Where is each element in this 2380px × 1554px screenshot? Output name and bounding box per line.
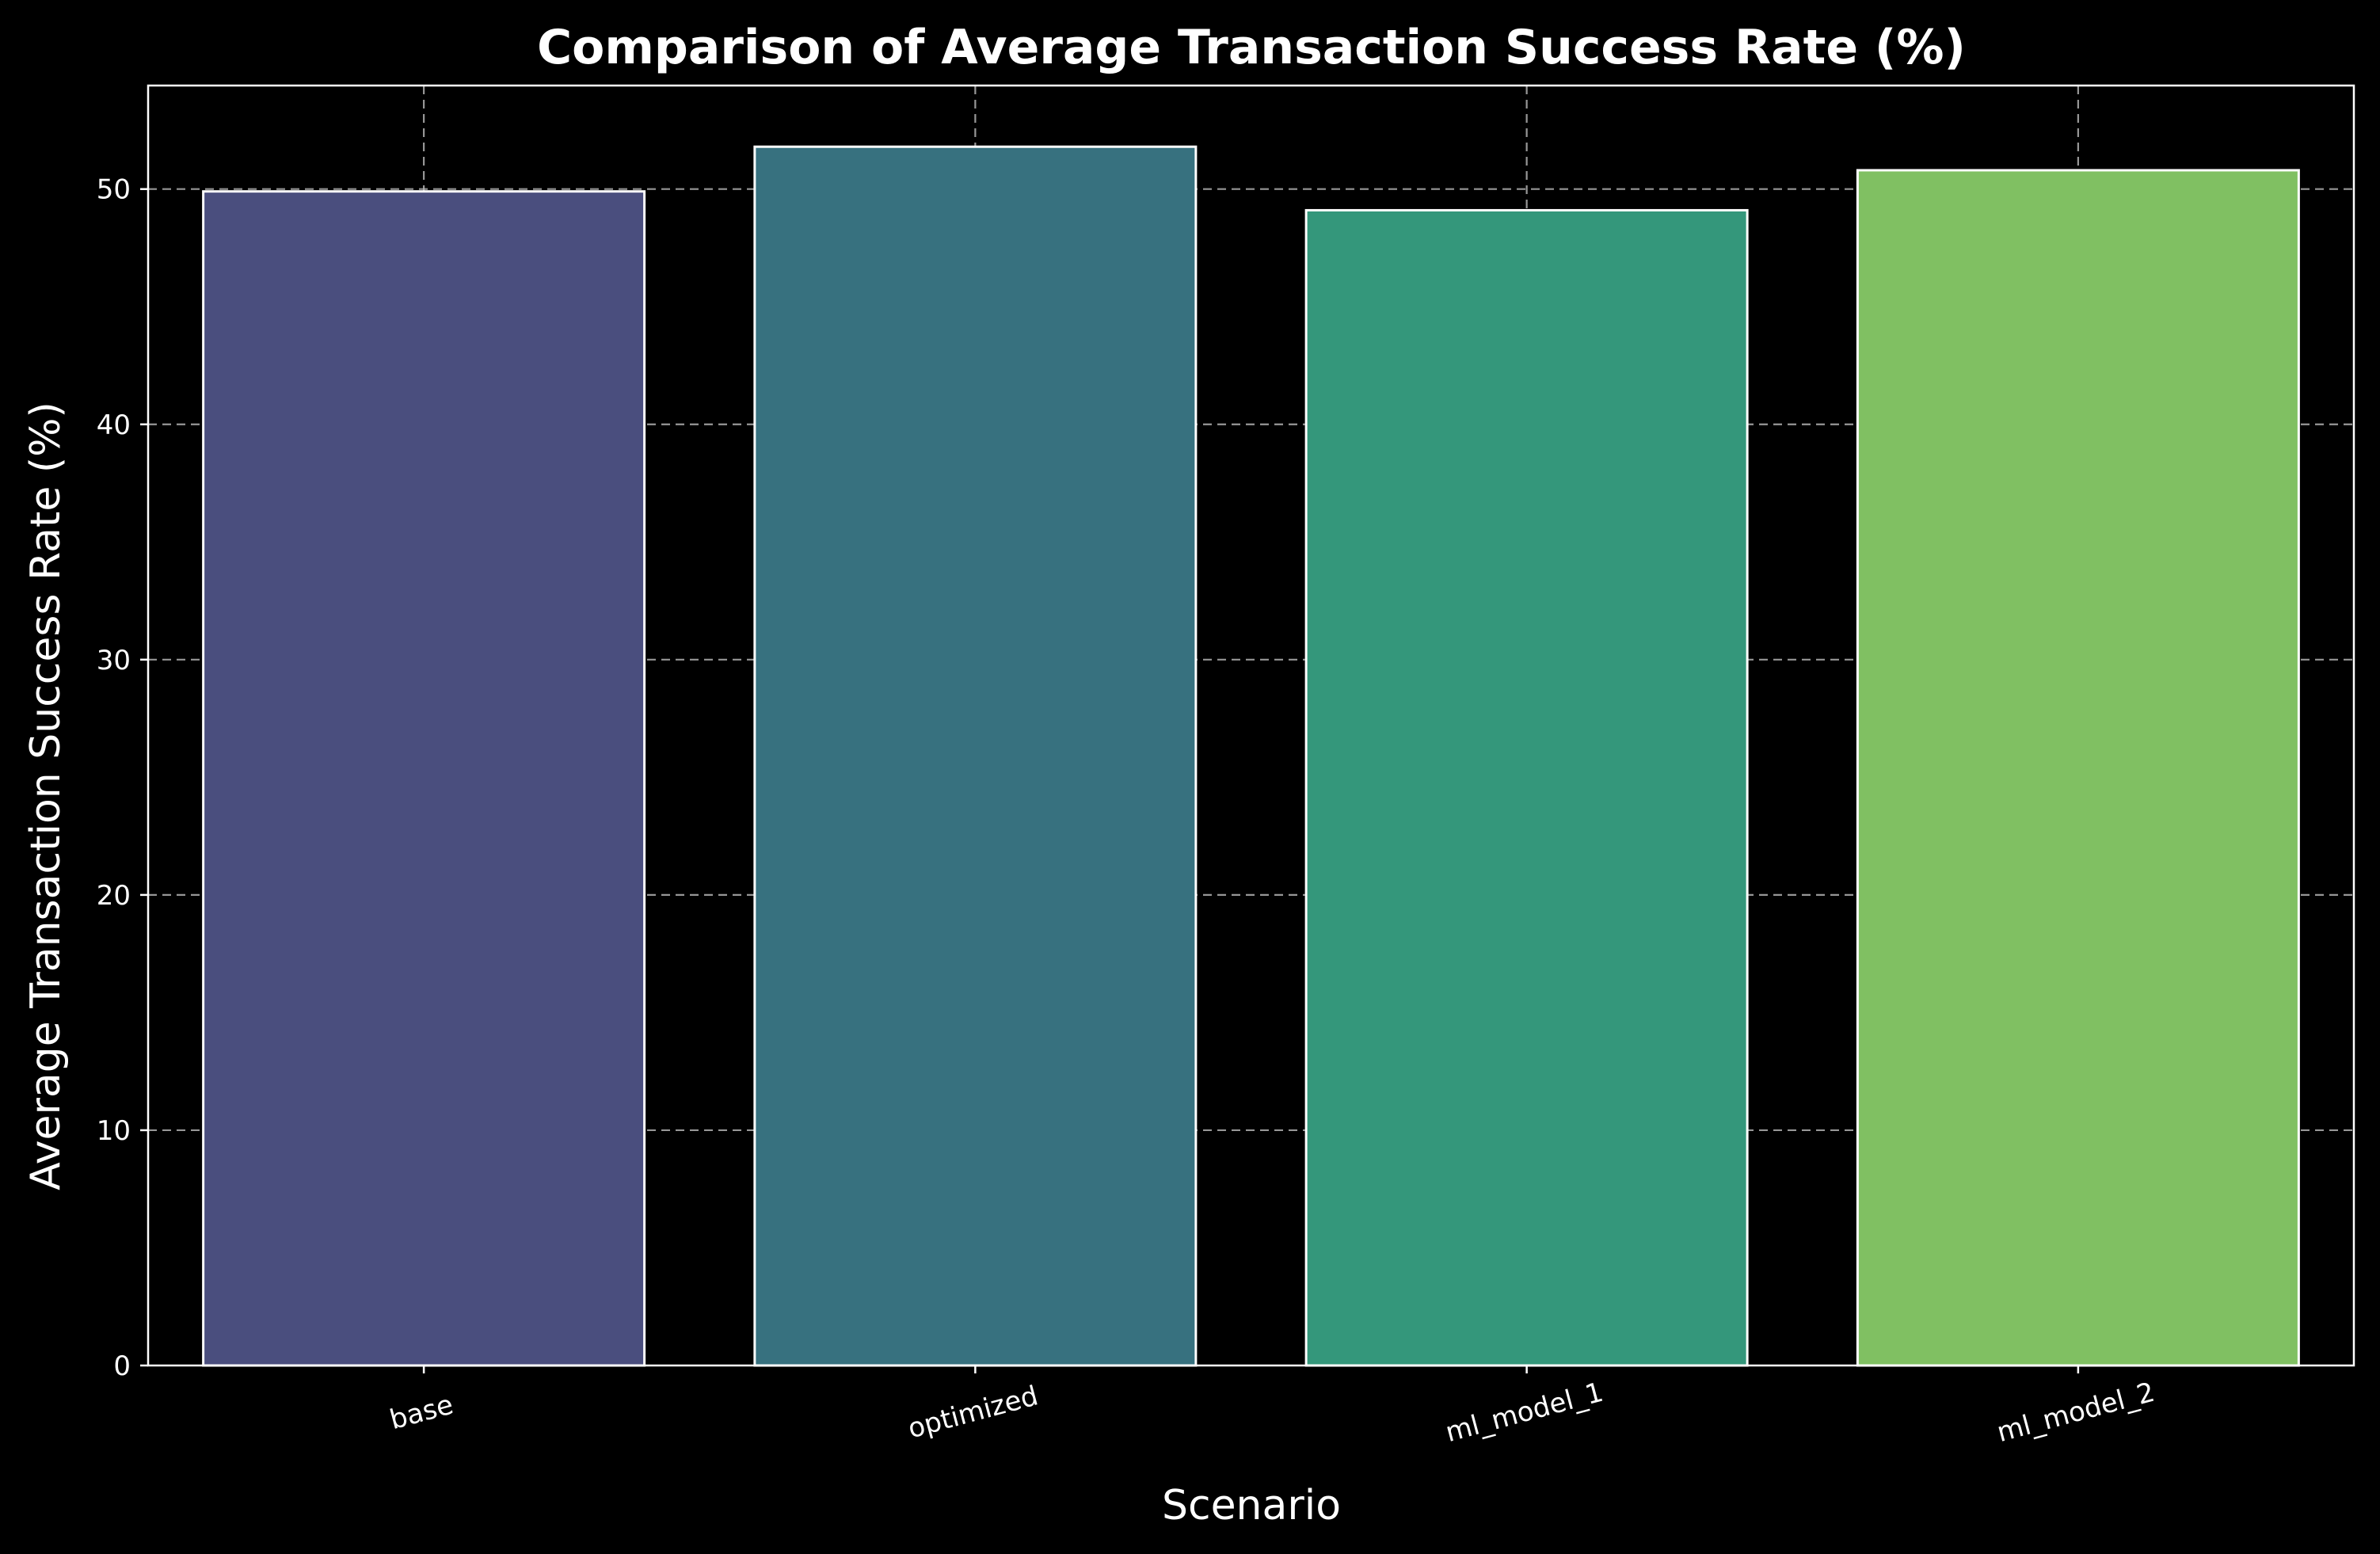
y-tick-label: 20 [97, 880, 131, 912]
y-tick-label: 10 [97, 1115, 131, 1147]
x-axis-label: Scenario [1162, 1482, 1341, 1529]
bar-ml_model_1 [1304, 208, 1749, 1367]
grid [148, 86, 2354, 1365]
bar-ml_model_2 [1856, 169, 2300, 1367]
bars [202, 145, 2300, 1367]
y-tick-label: 0 [113, 1350, 131, 1382]
bar-base [202, 190, 646, 1367]
chart-title: Comparison of Average Transaction Succes… [537, 20, 1966, 75]
y-tick-label: 50 [97, 174, 131, 206]
y-tick-label: 40 [97, 409, 131, 441]
y-axis-label: Average Transaction Success Rate (%) [22, 402, 70, 1190]
axes-frame [147, 84, 2355, 1367]
y-tick-label: 30 [97, 645, 131, 676]
bar-optimized [753, 145, 1198, 1367]
